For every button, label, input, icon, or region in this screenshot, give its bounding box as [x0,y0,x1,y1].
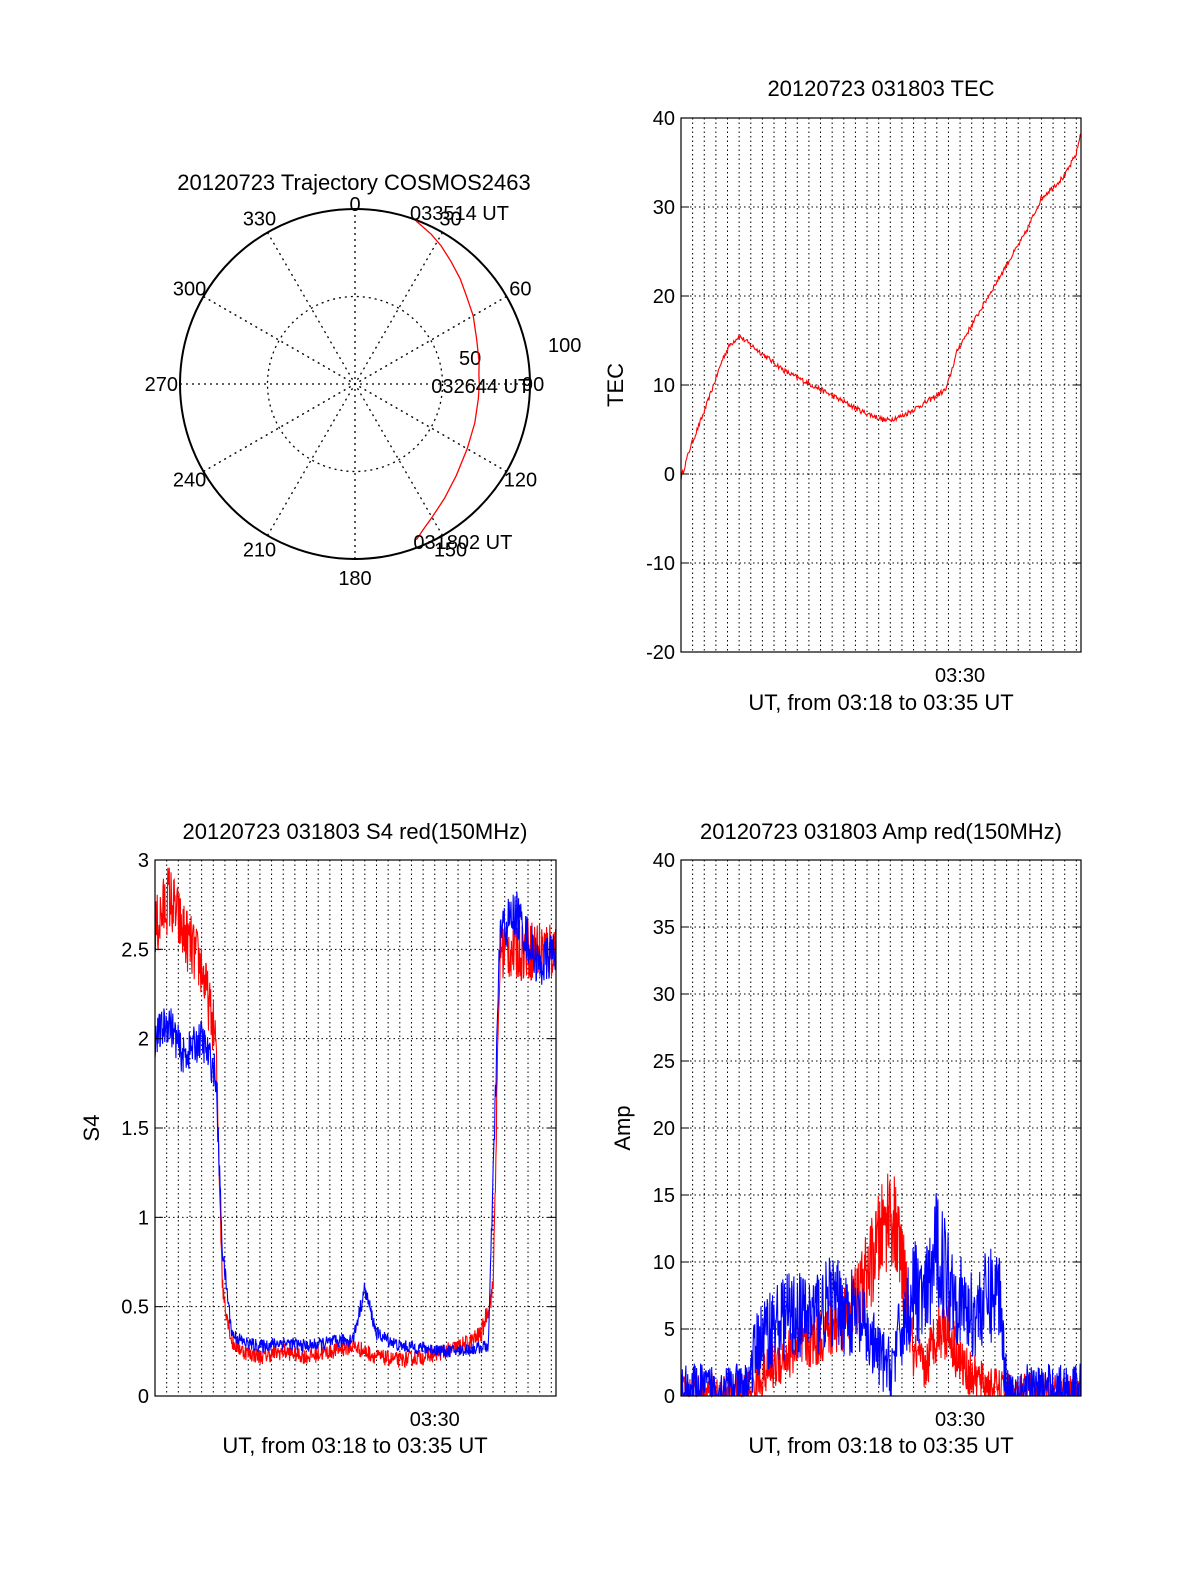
s4-panel: 20120723 031803 S4 red(150MHz) 0 0.5 1 1.5 2… [79,819,557,1458]
azimuth-label: 60 [509,279,531,301]
azimuth-label: 240 [173,470,206,492]
y-tick-label: 3 [138,850,149,872]
amp-ylabel: Amp [610,1105,635,1150]
series-line-red [154,867,557,1369]
y-tick-label: 0 [664,464,675,486]
radial-label: 100 [548,335,581,357]
radial-label: 50 [459,348,481,370]
amp-panel: 20120723 031803 Amp red(150MHz) 0 5 10 15 20… [610,819,1082,1458]
s4-series [154,867,557,1369]
azimuth-label: 180 [338,568,371,590]
spoke-line [266,232,444,536]
tec-axes: -20 -10 0 10 20 30 40 03:30 [646,108,1082,687]
trajectory-line [415,220,480,541]
s4-xlabel: UT, from 03:18 to 03:35 UT [222,1433,487,1458]
amp-xlabel: UT, from 03:18 to 03:35 UT [748,1433,1013,1458]
x-tick-label: 03:30 [935,1409,985,1431]
radial-ring [266,295,444,473]
s4-axes: 0 0.5 1 1.5 2 2.5 3 03:30 [121,850,557,1431]
y-tick-label: 35 [653,917,675,939]
azimuth-label: 330 [243,209,276,231]
azimuth-label: 150 [434,539,467,561]
y-tick-label: 40 [653,108,675,130]
series-line-red [680,1173,1082,1398]
azimuth-label: 120 [504,470,537,492]
time-annotation: 031802 UT [413,532,512,554]
s4-ylabel: S4 [79,1115,104,1142]
y-tick-label: 5 [664,1319,675,1341]
y-tick-label: 25 [653,1051,675,1073]
polar-grid [179,208,531,560]
y-tick-label: 1.5 [121,1118,149,1140]
tec-grid [681,118,1081,652]
y-tick-label: -10 [646,553,675,575]
y-tick-label: 20 [653,286,675,308]
y-tick-label: 0.5 [121,1297,149,1319]
tec-ylabel: TEC [603,363,628,407]
y-tick-label: 1 [138,1207,149,1229]
azimuth-label: 210 [243,539,276,561]
y-tick-label: 20 [653,1118,675,1140]
azimuth-label: 270 [145,374,178,396]
time-annotations: 033514 UT 032644 UT 031802 UT [410,203,530,554]
plot-frame [154,859,557,1397]
amp-title: 20120723 031803 Amp red(150MHz) [700,819,1062,844]
tec-panel: 20120723 031803 TEC -20 -10 0 10 20 30 40 03:30… [603,76,1082,715]
s4-title: 20120723 031803 S4 red(150MHz) [183,819,528,844]
azimuth-label: 300 [173,279,206,301]
radial-labels: 50 100 [459,335,581,370]
x-tick-label: 03:30 [410,1409,460,1431]
amp-axes: 0 5 10 15 20 25 30 35 40 03:30 [653,850,1082,1431]
azimuth-label: 30 [439,209,461,231]
trajectory-panel: 20120723 Trajectory COSMOS2463 0 30 60 90 12… [145,170,582,590]
series-line-red [680,133,1082,481]
time-annotation: 033514 UT [410,203,509,225]
y-tick-label: 2.5 [121,939,149,961]
y-tick-label: -20 [646,642,675,664]
y-tick-label: 10 [653,1252,675,1274]
trajectory-title: 20120723 Trajectory COSMOS2463 [177,170,530,195]
azimuth-label: 0 [349,194,360,216]
y-tick-label: 2 [138,1029,149,1051]
y-tick-label: 15 [653,1185,675,1207]
tec-title: 20120723 031803 TEC [767,76,994,101]
series-line-blue [154,891,557,1359]
s4-grid [155,860,556,1396]
azimuth-labels: 0 30 60 90 120 150 180 210 240 270 300 330 [145,194,545,590]
trajectory-series [415,220,480,541]
y-tick-label: 30 [653,197,675,219]
amp-grid [681,860,1081,1396]
azimuth-label: 90 [522,374,544,396]
y-tick-label: 0 [664,1386,675,1408]
y-tick-label: 30 [653,984,675,1006]
tec-xlabel: UT, from 03:18 to 03:35 UT [748,690,1013,715]
y-tick-label: 40 [653,850,675,872]
tec-series [680,133,1082,481]
x-tick-label: 03:30 [935,665,985,687]
y-tick-label: 10 [653,375,675,397]
amp-series [680,1173,1082,1398]
time-annotation: 032644 UT [431,376,530,398]
y-tick-label: 0 [138,1386,149,1408]
